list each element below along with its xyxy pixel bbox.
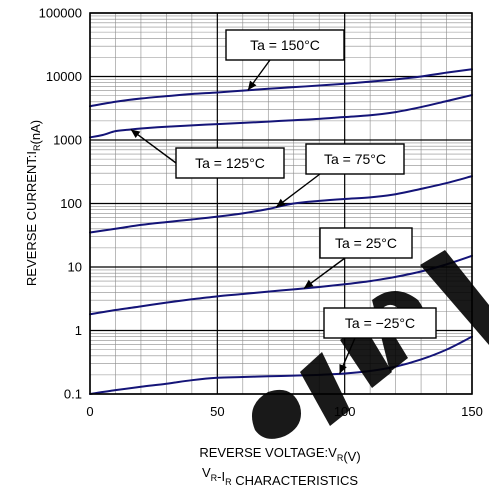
annotation-arrowhead bbox=[130, 129, 141, 139]
x-tick-label: 150 bbox=[461, 404, 483, 419]
annotation-arrowhead bbox=[247, 80, 257, 91]
x-axis-label: REVERSE VOLTAGE:VR(V) bbox=[199, 445, 360, 464]
annotation-box bbox=[225, 29, 345, 61]
x-tick-label: 0 bbox=[86, 404, 93, 419]
x-tick-label: 50 bbox=[210, 404, 224, 419]
series-line-4 bbox=[89, 335, 473, 395]
series-line-0 bbox=[89, 68, 473, 108]
plot-frame bbox=[89, 12, 473, 395]
annotation-arrow-line bbox=[130, 128, 177, 164]
y-tick-label: 1 bbox=[75, 323, 82, 338]
y-tick-label: 10 bbox=[68, 260, 82, 275]
annotation-label: Ta = 150°C bbox=[250, 37, 320, 53]
annotation-box bbox=[319, 227, 413, 259]
y-tick-label: 10000 bbox=[46, 69, 82, 84]
annotation-0: Ta = 150°C bbox=[225, 29, 345, 91]
x-tick-label: 100 bbox=[334, 404, 356, 419]
annotation-arrowhead bbox=[303, 279, 314, 289]
annotation-2: Ta = 75°C bbox=[275, 143, 405, 208]
annotation-box bbox=[305, 143, 405, 175]
annotation-arrow-line bbox=[275, 173, 321, 208]
y-tick-label: 100000 bbox=[39, 6, 82, 21]
annotation-box bbox=[323, 307, 437, 339]
chart-title: VR-IR CHARACTERISTICS bbox=[202, 465, 358, 488]
tick-labels: 0.1 1 10 100 1000 10000 100000 0 50 100 150 bbox=[39, 6, 483, 420]
annotation-label: Ta = −25°C bbox=[345, 315, 415, 331]
annotation-3: Ta = 25°C bbox=[303, 227, 413, 289]
annotation-box bbox=[175, 147, 285, 179]
annotation-label: Ta = 125°C bbox=[195, 155, 265, 171]
y-tick-label: 0.1 bbox=[64, 387, 82, 402]
axes bbox=[89, 12, 473, 395]
annotation-arrowhead bbox=[275, 198, 286, 208]
watermark-shape-1 bbox=[300, 352, 350, 426]
series-line-3 bbox=[89, 254, 473, 316]
axis-labels: REVERSE VOLTAGE:VR(V)VR-IR CHARACTERISTI… bbox=[24, 120, 361, 488]
watermark-shape-0 bbox=[251, 389, 301, 439]
annotation-label: Ta = 25°C bbox=[335, 235, 397, 251]
annotations: Ta = 150°C Ta = 125°C Ta = 75°C Ta = 25°C Ta… bbox=[130, 29, 437, 375]
y-tick-label: 1000 bbox=[53, 133, 82, 148]
y-axis-label: REVERSE CURRENT:IR(nA) bbox=[24, 120, 43, 286]
annotation-label: Ta = 75°C bbox=[324, 151, 386, 167]
y-tick-label: 100 bbox=[60, 196, 82, 211]
annotation-1: Ta = 125°C bbox=[130, 128, 285, 179]
annotation-arrowhead bbox=[339, 363, 347, 374]
series-line-1 bbox=[89, 94, 473, 139]
annotation-4: Ta = −25°C bbox=[323, 307, 437, 375]
